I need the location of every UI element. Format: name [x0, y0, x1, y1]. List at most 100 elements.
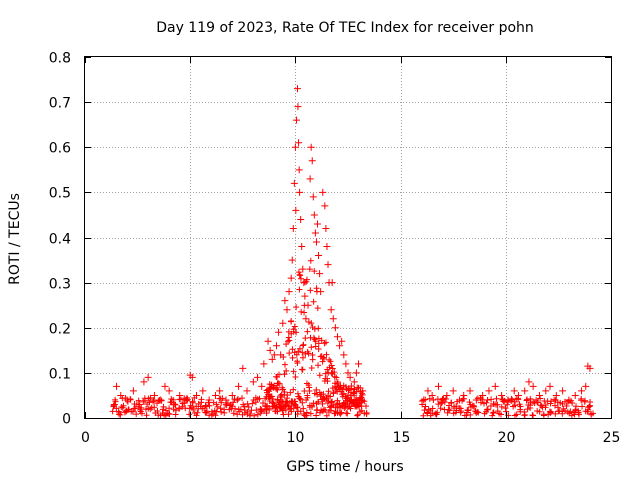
noise-mark: [313, 412, 320, 419]
data-point: [275, 328, 283, 336]
noise-mark: [296, 271, 303, 278]
data-point: [113, 382, 121, 390]
data-point: [260, 360, 268, 368]
noise-mark: [363, 409, 370, 416]
noise-mark: [314, 406, 321, 413]
data-point: [333, 333, 341, 341]
noise-mark: [263, 403, 270, 410]
data-point: [279, 319, 287, 327]
noise-mark: [221, 409, 228, 416]
noise-mark: [586, 403, 593, 410]
noise-mark: [542, 401, 549, 408]
data-point: [449, 387, 457, 395]
noise-mark: [294, 390, 301, 397]
noise-mark: [241, 403, 248, 410]
noise-mark: [283, 367, 290, 374]
y-tick-label: 0.1: [49, 367, 71, 383]
data-point: [295, 139, 303, 147]
noise-mark: [475, 409, 482, 416]
data-point: [289, 224, 297, 232]
noise-mark: [341, 400, 348, 407]
noise-mark: [327, 393, 334, 400]
noise-mark: [582, 397, 589, 404]
noise-mark: [147, 394, 154, 401]
data-point: [254, 373, 262, 381]
noise-mark: [293, 304, 300, 311]
data-point: [294, 85, 302, 93]
data-point: [243, 387, 251, 395]
noise-mark: [351, 392, 358, 399]
noise-mark: [513, 411, 520, 418]
data-point: [565, 396, 573, 404]
noise-mark: [234, 397, 241, 404]
noise-mark: [245, 403, 252, 410]
noise-mark: [296, 345, 303, 352]
data-point: [582, 382, 590, 390]
noise-mark: [523, 397, 530, 404]
data-point: [228, 391, 236, 399]
noise-mark: [355, 400, 362, 407]
noise-mark: [302, 335, 309, 342]
noise-mark: [282, 399, 289, 406]
noise-mark: [314, 305, 321, 312]
data-point: [338, 337, 346, 345]
data-point: [298, 243, 306, 251]
data-point: [329, 315, 337, 323]
noise-mark: [361, 398, 368, 405]
data-point: [319, 188, 327, 196]
noise-mark: [316, 372, 323, 379]
data-point: [312, 238, 320, 246]
noise-mark: [326, 356, 333, 363]
noise-mark: [301, 309, 308, 316]
noise-mark: [304, 392, 311, 399]
data-point: [578, 387, 586, 395]
noise-mark: [206, 402, 213, 409]
data-point: [323, 243, 331, 251]
data-point: [420, 396, 428, 404]
noise-mark: [132, 405, 139, 412]
noise-mark: [166, 405, 173, 412]
data-point: [310, 211, 318, 219]
noise-mark: [435, 401, 442, 408]
noise-mark: [300, 341, 307, 348]
noise-mark: [294, 358, 301, 365]
noise-mark: [353, 388, 360, 395]
noise-mark: [298, 308, 305, 315]
data-point: [136, 400, 144, 408]
noise-mark: [249, 400, 256, 407]
noise-mark: [296, 395, 303, 402]
data-point: [424, 387, 432, 395]
data-point: [258, 382, 266, 390]
noise-mark: [322, 339, 329, 346]
noise-mark: [300, 405, 307, 412]
data-point: [328, 279, 336, 287]
data-point: [272, 342, 280, 350]
noise-mark: [150, 396, 157, 403]
noise-mark: [548, 398, 555, 405]
data-point: [285, 288, 293, 296]
data-point: [302, 315, 310, 323]
noise-mark: [147, 406, 154, 413]
noise-mark: [230, 410, 237, 417]
data-point: [165, 387, 173, 395]
noise-mark: [310, 298, 317, 305]
noise-mark: [189, 399, 196, 406]
noise-mark: [277, 392, 284, 399]
noise-mark: [323, 396, 330, 403]
noise-mark: [540, 412, 547, 419]
noise-mark: [345, 392, 352, 399]
plot-frame: [84, 56, 612, 419]
noise-mark: [260, 399, 267, 406]
noise-mark: [184, 397, 191, 404]
noise-mark: [324, 378, 331, 385]
data-point: [331, 324, 339, 332]
noise-mark: [300, 342, 307, 349]
noise-mark: [443, 395, 450, 402]
data-point: [434, 382, 442, 390]
noise-mark: [328, 403, 335, 410]
data-point: [283, 306, 291, 314]
noise-mark: [158, 397, 165, 404]
noise-mark: [312, 338, 319, 345]
noise-mark: [562, 407, 569, 414]
